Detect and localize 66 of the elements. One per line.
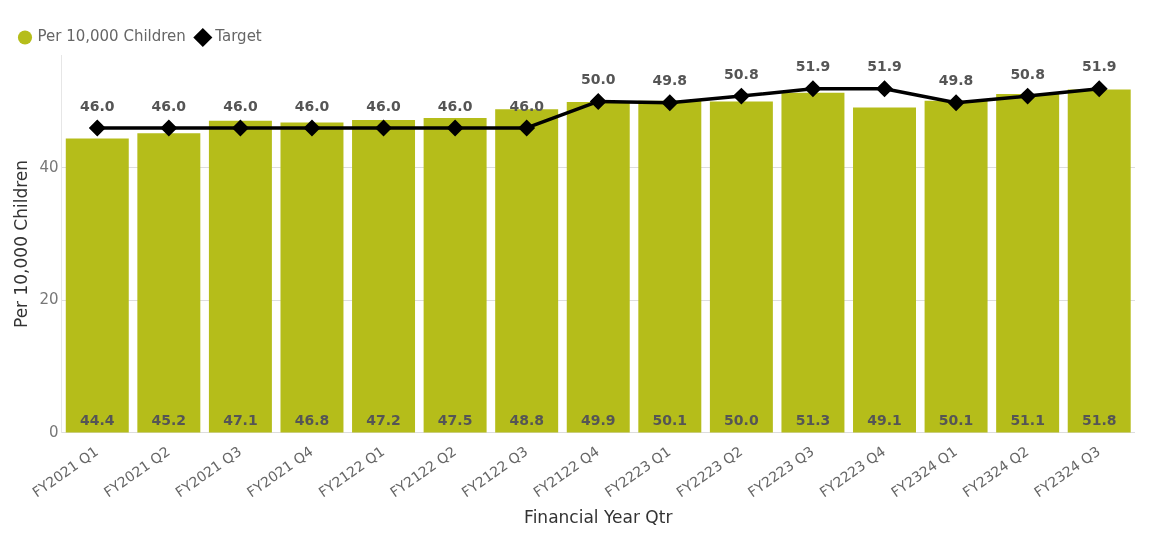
data-label: 46.0 (437, 97, 473, 114)
data-label: 51.9 (1081, 58, 1117, 75)
data-label: 44.4 (80, 412, 115, 429)
bar (781, 92, 845, 433)
point (662, 94, 678, 111)
legend-label: Target (214, 27, 262, 46)
bar (853, 107, 916, 433)
bar (208, 120, 272, 433)
data-label: 46.0 (223, 97, 258, 114)
bar (924, 100, 988, 433)
point (805, 81, 821, 97)
bar (996, 94, 1060, 433)
point (733, 88, 750, 104)
data-label: 49.1 (867, 412, 902, 429)
data-label: 46.0 (366, 97, 402, 114)
y-tick-label: 0 (48, 422, 59, 441)
bar (495, 109, 559, 433)
point (590, 93, 606, 110)
bar (65, 138, 129, 433)
data-label: 51.8 (1081, 412, 1117, 429)
data-label: 45.2 (151, 412, 187, 429)
point (1019, 88, 1036, 104)
bar (137, 133, 201, 433)
bar (1067, 89, 1131, 433)
data-label: 46.8 (294, 412, 330, 429)
point (518, 120, 535, 136)
point (876, 81, 893, 97)
data-label: 47.2 (366, 412, 401, 429)
y-tick-label: 20 (39, 290, 59, 309)
x-axis-title: Financial Year Qtr (524, 507, 673, 528)
data-label: 51.1 (1010, 412, 1045, 429)
data-label: 49.8 (652, 72, 688, 89)
bar (280, 122, 344, 433)
point (89, 120, 106, 136)
data-label: 50.8 (1010, 65, 1045, 82)
data-label: 46.0 (80, 97, 115, 114)
data-label: 51.9 (795, 58, 831, 75)
bar (352, 119, 416, 433)
data-label: 50.1 (938, 412, 974, 429)
data-label: 49.8 (938, 72, 974, 89)
data-label: 46.0 (151, 97, 187, 114)
data-label: 51.9 (867, 58, 902, 75)
point (232, 120, 249, 136)
data-label: 50.1 (652, 412, 688, 429)
data-label: 48.8 (509, 412, 544, 429)
data-label: 46.0 (294, 97, 330, 114)
point (1091, 81, 1107, 97)
point (161, 120, 177, 136)
legend-label: Per 10,000 Children (37, 27, 186, 46)
bar (638, 100, 702, 433)
bar (423, 117, 487, 433)
data-label: 47.5 (437, 412, 473, 429)
y-axis-title: Per 10,000 Children (10, 159, 31, 329)
point (304, 120, 320, 136)
data-label: 51.3 (795, 412, 831, 429)
bar (566, 102, 630, 433)
point (948, 94, 964, 111)
point (375, 120, 392, 136)
y-tick-label: 40 (39, 157, 59, 176)
point (447, 120, 463, 136)
data-label: 50.0 (580, 71, 616, 88)
data-label: 50.0 (724, 412, 759, 429)
data-label: 49.9 (580, 412, 616, 429)
data-label: 47.1 (223, 412, 258, 429)
bar (709, 101, 773, 433)
data-label: 50.8 (724, 65, 759, 82)
